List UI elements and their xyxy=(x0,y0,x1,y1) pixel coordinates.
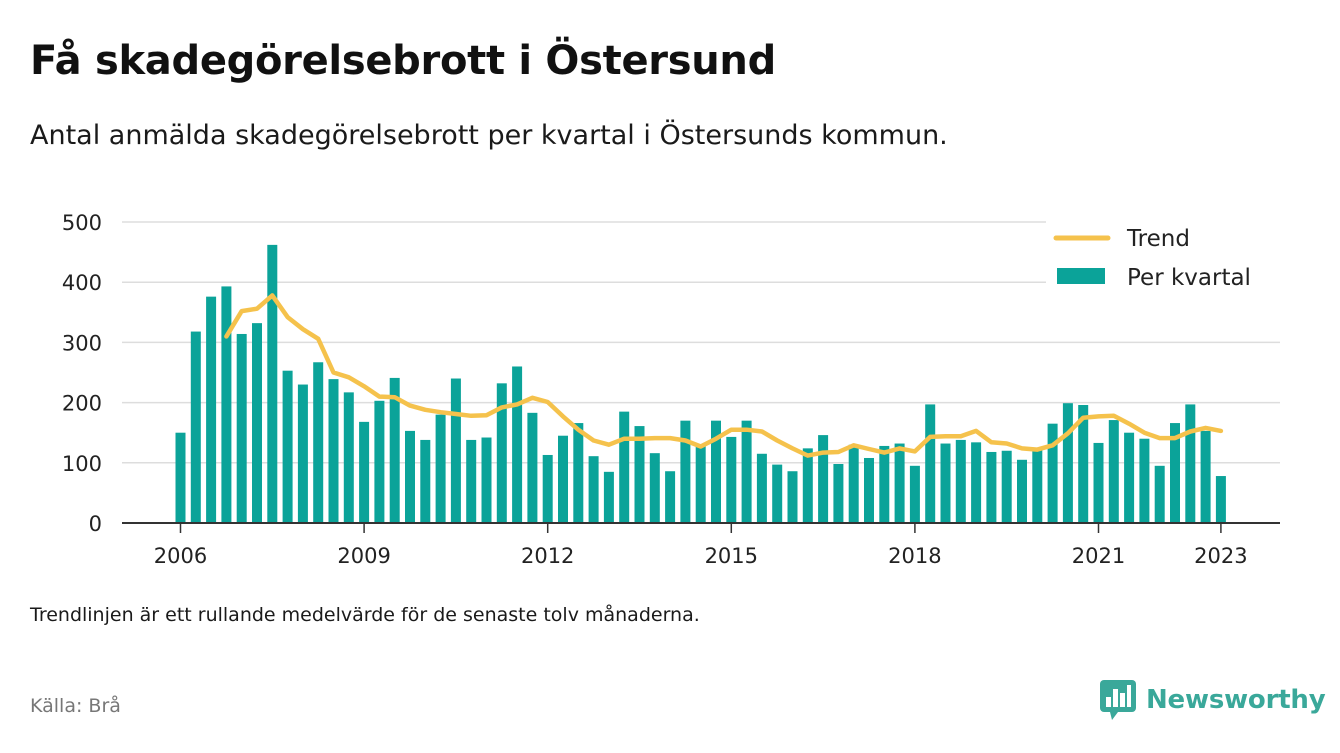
bar xyxy=(573,423,584,523)
trend-note: Trendlinjen är ett rullande medelvärde f… xyxy=(30,604,700,626)
bar xyxy=(1047,423,1058,523)
bar xyxy=(420,439,431,523)
x-tick-label: 2015 xyxy=(705,544,758,568)
legend-bar-label: Per kvartal xyxy=(1127,265,1251,291)
bar xyxy=(1032,447,1043,523)
bar xyxy=(558,435,568,523)
bar xyxy=(848,444,859,523)
bar xyxy=(1017,459,1027,523)
y-tick-label: 0 xyxy=(89,512,102,536)
y-tick-label: 100 xyxy=(62,452,102,476)
bar xyxy=(343,392,354,523)
x-tick-label: 2009 xyxy=(337,544,390,568)
x-tick-label: 2021 xyxy=(1072,544,1125,568)
bar xyxy=(282,370,293,523)
bar xyxy=(328,379,339,523)
x-tick-label: 2023 xyxy=(1194,544,1247,568)
bar xyxy=(971,442,982,523)
bar xyxy=(1154,465,1165,523)
bar xyxy=(726,436,737,523)
bar xyxy=(190,331,201,523)
bar xyxy=(879,445,890,523)
y-tick-label: 300 xyxy=(62,331,102,355)
bar xyxy=(221,286,232,523)
bar xyxy=(818,435,829,523)
bar xyxy=(603,471,614,523)
bar xyxy=(542,454,553,523)
bar xyxy=(909,465,920,523)
bar xyxy=(1200,430,1211,523)
brand-logo[interactable]: Newsworthy xyxy=(1100,680,1326,720)
bar xyxy=(833,464,844,523)
bar xyxy=(435,414,446,523)
source-label: Källa: Brå xyxy=(30,695,121,717)
bar xyxy=(1185,404,1196,523)
bar xyxy=(1215,476,1226,523)
y-tick-label: 200 xyxy=(62,392,102,416)
bar xyxy=(986,451,997,523)
bar xyxy=(1093,442,1104,523)
bar xyxy=(481,437,492,523)
chart-subtitle: Antal anmälda skadegörelsebrott per kvar… xyxy=(30,120,948,151)
bar xyxy=(802,448,813,523)
bar xyxy=(1001,450,1012,523)
bar xyxy=(894,443,905,523)
bar xyxy=(680,420,691,523)
bar xyxy=(374,400,385,523)
chart-title: Få skadegörelsebrott i Östersund xyxy=(30,38,776,84)
legend-box xyxy=(1046,218,1280,300)
bar xyxy=(512,366,523,523)
bar xyxy=(313,362,324,523)
x-tick-label: 2006 xyxy=(154,544,207,568)
bar xyxy=(1062,403,1073,523)
bar xyxy=(619,411,630,523)
bar xyxy=(787,471,798,523)
bar xyxy=(649,453,660,523)
bar xyxy=(711,420,721,523)
bar xyxy=(450,378,461,523)
bar xyxy=(175,432,186,523)
bar xyxy=(466,439,477,523)
y-tick-label: 400 xyxy=(62,271,102,295)
bar xyxy=(267,244,278,523)
bar xyxy=(252,323,262,523)
bar xyxy=(1108,420,1119,523)
legend-bar-swatch xyxy=(1057,268,1105,284)
legend-trend-label: Trend xyxy=(1126,226,1190,252)
brand-name: Newsworthy xyxy=(1146,685,1326,715)
y-tick-label: 500 xyxy=(62,211,102,235)
bar xyxy=(405,430,415,523)
bar xyxy=(588,456,599,523)
bar xyxy=(756,453,767,523)
bar xyxy=(864,457,874,523)
bar xyxy=(1170,423,1180,523)
bar xyxy=(741,420,752,523)
bar xyxy=(359,421,370,523)
bar xyxy=(1139,438,1150,523)
bar xyxy=(496,383,507,523)
bar xyxy=(665,471,676,523)
bar-chart: 0 100 200 300 400 500 2006 2009 2012 2015 2018 2021… xyxy=(62,211,1280,568)
trend-line xyxy=(224,293,1224,458)
x-tick-label: 2012 xyxy=(521,544,574,568)
bar xyxy=(940,443,951,523)
bar xyxy=(634,426,645,523)
bar xyxy=(389,377,400,523)
newsworthy-logo-icon xyxy=(1100,680,1136,720)
bar xyxy=(695,444,706,523)
bar xyxy=(527,412,538,523)
bar xyxy=(297,384,308,523)
x-tick-label: 2018 xyxy=(888,544,941,568)
bar xyxy=(206,296,217,523)
bar xyxy=(925,404,936,523)
bar xyxy=(955,439,966,523)
bar xyxy=(236,333,247,523)
bar xyxy=(1124,432,1135,523)
bar xyxy=(1078,405,1089,523)
bar xyxy=(772,464,783,523)
